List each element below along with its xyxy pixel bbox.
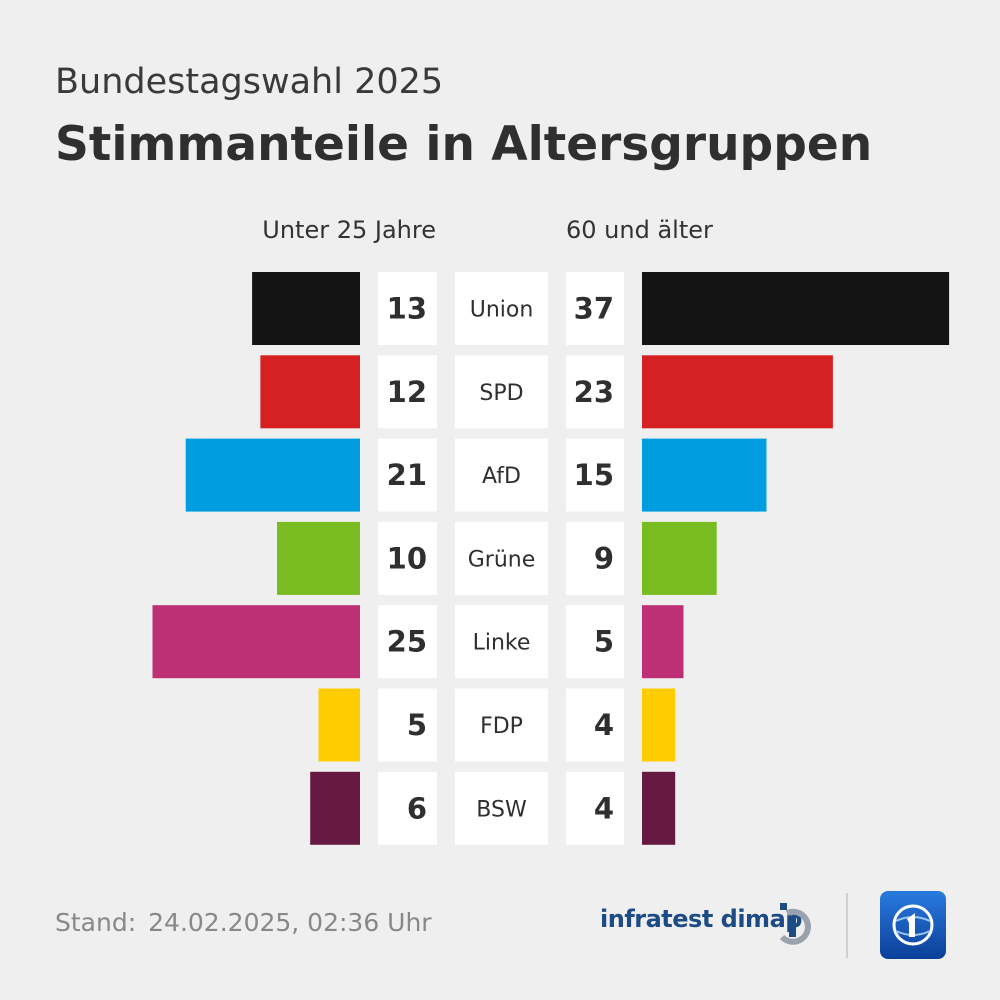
value-box-60-plus-fdp: [566, 688, 624, 762]
value-box-under-25-bsw: [378, 771, 437, 845]
bar-under-25-spd: [260, 355, 360, 429]
bar-under-25-gruene: [277, 521, 360, 595]
bar-60-plus-afd: [642, 438, 767, 512]
bar-60-plus-gruene: [642, 521, 717, 595]
party-box-gruene: [455, 521, 548, 595]
party-box-fdp: [455, 688, 548, 762]
party-box-afd: [455, 438, 548, 512]
party-box-bsw: [455, 771, 548, 845]
bar-under-25-union: [252, 272, 360, 345]
value-label-60-plus-spd: 23: [574, 375, 614, 409]
value-box-under-25-gruene: [378, 521, 437, 595]
party-box-spd: [455, 355, 548, 429]
party-box-union: [455, 272, 548, 345]
value-box-60-plus-spd: [566, 355, 624, 429]
stand-label: Stand:: [55, 908, 137, 937]
bar-under-25-linke: [152, 605, 360, 679]
value-label-under-25-gruene: 10: [387, 541, 427, 575]
footer-stand: Stand: 24.02.2025, 02:36 Uhr: [55, 908, 432, 937]
value-box-under-25-spd: [378, 355, 437, 429]
value-box-60-plus-bsw: [566, 771, 624, 845]
value-label-60-plus-linke: 5: [594, 625, 614, 659]
value-box-60-plus-linke: [566, 605, 624, 679]
value-box-60-plus-afd: [566, 438, 624, 512]
footer-divider: [846, 893, 848, 958]
chart-subtitle: Bundestagswahl 2025: [55, 62, 444, 102]
value-box-under-25-linke: [378, 605, 437, 679]
value-label-under-25-spd: 12: [387, 375, 427, 409]
value-label-60-plus-fdp: 4: [594, 708, 614, 742]
party-label-gruene: Grüne: [468, 547, 536, 572]
value-label-60-plus-bsw: 4: [594, 791, 614, 825]
value-label-60-plus-afd: 15: [574, 458, 614, 492]
value-label-under-25-bsw: 6: [407, 791, 427, 825]
value-box-under-25-afd: [378, 438, 437, 512]
party-label-union: Union: [470, 298, 534, 323]
bar-under-25-fdp: [318, 688, 360, 762]
party-label-bsw: BSW: [476, 797, 527, 822]
infratest-dimap-logo-icon: [779, 903, 811, 945]
bar-60-plus-linke: [642, 605, 684, 679]
bar-60-plus-bsw: [642, 771, 676, 845]
value-box-60-plus-union: [566, 272, 624, 345]
party-label-spd: SPD: [479, 381, 523, 406]
value-label-under-25-afd: 21: [387, 458, 427, 492]
party-label-fdp: FDP: [480, 714, 523, 739]
bar-under-25-bsw: [310, 771, 360, 845]
party-box-linke: [455, 605, 548, 679]
value-box-under-25-fdp: [378, 688, 437, 762]
stand-timestamp: 24.02.2025, 02:36 Uhr: [148, 908, 432, 937]
value-box-under-25-union: [378, 272, 437, 345]
value-label-under-25-linke: 25: [387, 625, 427, 659]
party-label-afd: AfD: [482, 464, 521, 489]
bar-under-25-afd: [185, 438, 360, 512]
value-label-60-plus-union: 37: [574, 292, 614, 326]
tagesschau-logo-icon: [880, 891, 946, 959]
bar-60-plus-fdp: [642, 688, 676, 762]
bar-60-plus-spd: [642, 355, 833, 429]
party-label-linke: Linke: [473, 631, 531, 656]
bar-60-plus-union: [642, 272, 950, 345]
group-label-under-25: Unter 25 Jahre: [262, 216, 436, 244]
value-label-under-25-union: 13: [387, 292, 427, 326]
value-label-under-25-fdp: 5: [407, 708, 427, 742]
value-box-60-plus-gruene: [566, 521, 624, 595]
chart-title: Stimmanteile in Altersgruppen: [55, 117, 873, 172]
infratest-dimap-wordmark: infratest dimap: [600, 905, 802, 933]
value-label-60-plus-gruene: 9: [594, 541, 614, 575]
group-label-60-plus: 60 und älter: [566, 216, 713, 244]
